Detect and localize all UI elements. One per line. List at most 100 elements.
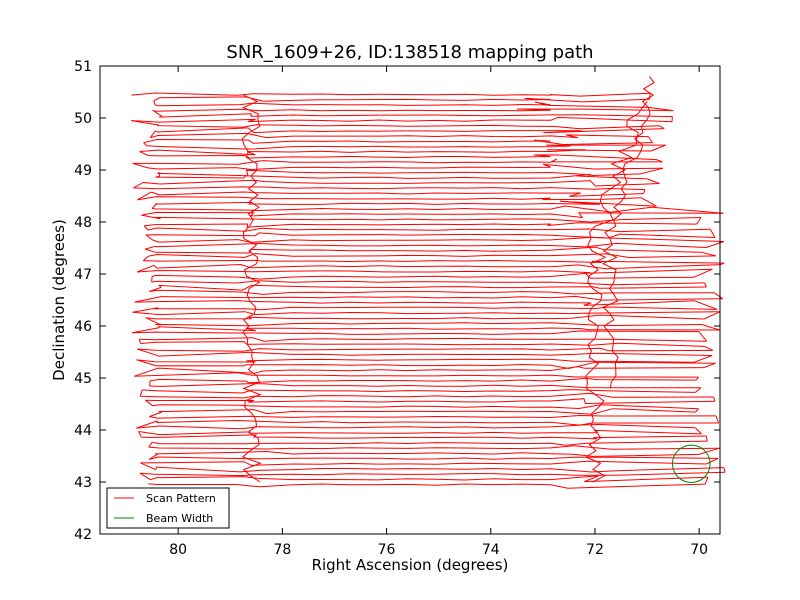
scan-row: [131, 92, 651, 97]
y-tick-label: 42: [74, 527, 92, 543]
scan-turnaround: [695, 387, 702, 393]
scan-row: [145, 246, 702, 254]
y-tick-label: 51: [74, 59, 92, 75]
scan-row: [155, 173, 648, 180]
scan-turnaround: [706, 457, 719, 465]
scan-turnaround: [695, 408, 699, 413]
scan-turnaround: [158, 172, 161, 177]
scan-turnaround: [132, 307, 159, 313]
scan-row: [152, 440, 708, 446]
scan-row: [137, 196, 642, 201]
scan-row: [140, 341, 705, 347]
scan-row: [152, 108, 674, 112]
scan-turnaround: [694, 300, 718, 310]
scan-turnaround: [151, 203, 158, 209]
scan-row: [149, 377, 697, 384]
scan-row: [140, 460, 707, 466]
scan-row: [157, 284, 707, 291]
y-tick-label: 46: [74, 319, 92, 335]
scan-row: [136, 358, 695, 363]
scan-turnaround: [138, 431, 142, 438]
scan-row: [155, 466, 724, 473]
scan-turnaround: [698, 447, 720, 455]
scan-row: [155, 450, 699, 457]
scan-turnaround: [723, 467, 726, 473]
scan-turnaround: [136, 359, 157, 367]
scan-row: [157, 326, 720, 332]
scan-turnaround: [141, 214, 161, 220]
scan-row: [155, 216, 702, 223]
x-tick-label: 74: [482, 542, 500, 558]
x-tick-label: 80: [169, 542, 187, 558]
scan-row: [141, 211, 724, 219]
scan-row: [158, 408, 696, 415]
scan-row: [149, 289, 715, 295]
scan-row: [151, 272, 695, 280]
scan-turnaround: [143, 142, 147, 147]
scan-turnaround: [133, 371, 148, 377]
scan-row: [156, 361, 716, 370]
scan-turnaround: [656, 159, 663, 163]
scan-row: [131, 116, 673, 123]
scan-turnaround: [145, 234, 153, 241]
scan-turnaround: [149, 130, 156, 138]
scan-row: [149, 414, 717, 419]
scan-turnaround: [139, 389, 143, 397]
scan-turnaround: [137, 348, 159, 357]
scan-turnaround: [649, 93, 651, 100]
scan-row: [155, 200, 657, 207]
legend-box: [106, 487, 230, 529]
x-tick-label: 78: [273, 542, 291, 558]
scan-row: [148, 154, 657, 161]
scan-turnaround: [704, 477, 709, 485]
scan-turnaround: [642, 189, 646, 194]
scan-edge-zigzag: [584, 101, 648, 483]
x-tick-label: 72: [586, 542, 604, 558]
scan-row: [157, 351, 713, 357]
scan-row: [145, 398, 716, 405]
scan-row: [143, 259, 725, 264]
scan-turnaround: [145, 317, 162, 326]
scan-row: [136, 423, 696, 430]
scan-turnaround: [714, 292, 723, 300]
scan-turnaround: [705, 435, 708, 442]
scan-row: [139, 471, 726, 477]
scan-row: [152, 236, 724, 243]
scan-row: [149, 383, 701, 389]
scan-row: [148, 483, 706, 489]
x-tick-label: 70: [690, 542, 708, 558]
scan-row: [134, 300, 695, 306]
scan-row: [140, 392, 714, 399]
scan-turnaround: [139, 151, 149, 157]
scan-turnaround: [703, 311, 721, 320]
scan-turnaround: [142, 255, 149, 262]
scan-row: [156, 419, 719, 426]
scan-row: [132, 158, 663, 165]
y-tick-label: 44: [74, 423, 92, 439]
scan-turnaround: [152, 109, 163, 118]
scan-edge-zigzag: [601, 76, 655, 389]
plot-frame: [99, 65, 721, 535]
scan-row: [137, 347, 713, 352]
scan-row: [143, 138, 653, 146]
legend: Scan Pattern Beam Width: [106, 487, 230, 529]
scan-turnaround: [134, 296, 161, 303]
y-axis-label: Declination (degrees): [50, 219, 68, 381]
scan-turnaround: [703, 362, 716, 369]
y-tick-label: 48: [74, 215, 92, 231]
scan-row: [133, 186, 646, 191]
scan-row: [145, 232, 716, 239]
scan-turnaround: [138, 339, 142, 344]
scan-turnaround: [641, 197, 657, 207]
scan-turnaround: [132, 327, 160, 334]
scan-row: [153, 96, 650, 103]
scan-row: [159, 295, 723, 301]
scan-row: [134, 372, 699, 378]
scan-turnaround: [140, 462, 157, 471]
scan-row: [151, 280, 705, 286]
scan-row: [132, 311, 721, 316]
x-axis-label: Right Ascension (degrees): [312, 556, 509, 574]
scan-row: [132, 330, 699, 335]
scan-turnaround: [144, 399, 153, 407]
scan-turnaround: [720, 262, 725, 266]
